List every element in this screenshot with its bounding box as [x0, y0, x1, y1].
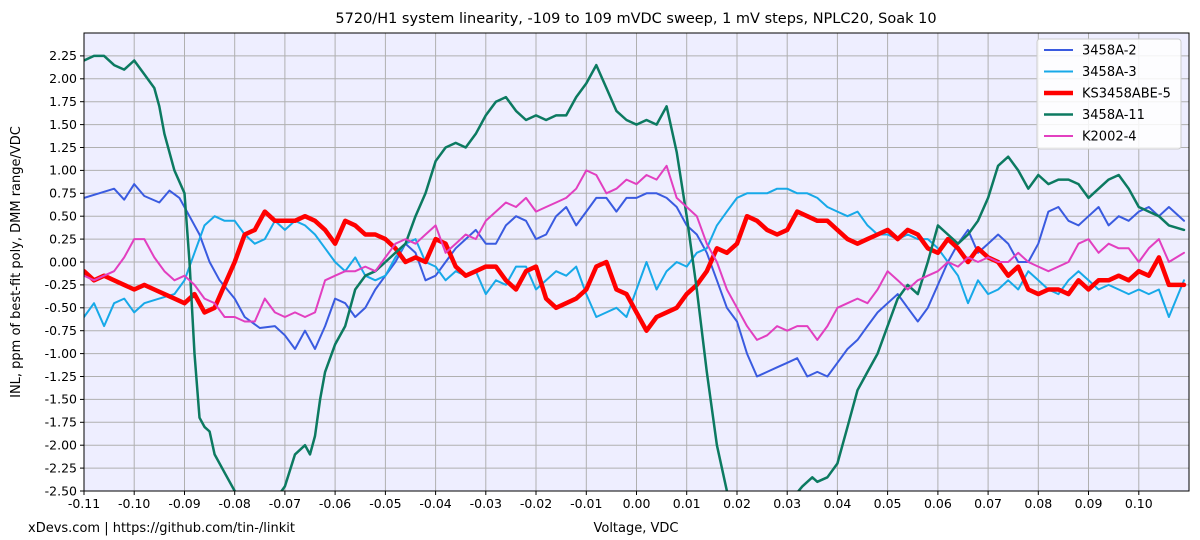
x-tick-label: 0.07 — [974, 496, 1002, 511]
legend-box — [1036, 38, 1182, 150]
x-tick-label: 0.01 — [673, 496, 701, 511]
y-tick-label: -0.50 — [45, 300, 77, 315]
y-tick-label: -0.25 — [45, 277, 77, 292]
x-tick-label: -0.09 — [168, 496, 200, 511]
legend-label: KS3458ABE-5 — [1082, 87, 1171, 102]
y-tick-label: 1.50 — [49, 117, 77, 132]
x-tick-label: -0.07 — [269, 496, 301, 511]
x-tick-label: 0.08 — [1024, 496, 1052, 511]
y-axis-label: INL, ppm of best-fit poly, DMM range/VDC — [9, 126, 24, 398]
series-line-0 — [84, 183, 1185, 378]
chart-title: 5720/H1 system linearity, -109 to 109 mV… — [335, 11, 936, 27]
y-tick-label: 2.25 — [49, 48, 77, 63]
legend-label: K2002-4 — [1082, 130, 1137, 145]
y-tick-label: -2.50 — [45, 483, 77, 498]
legend-label: 3458A-3 — [1082, 65, 1137, 80]
y-tick-label: 1.25 — [49, 140, 77, 155]
x-tick-label: -0.04 — [419, 496, 451, 511]
y-tick-label: 0.00 — [49, 254, 77, 269]
y-tick-label: 0.75 — [49, 186, 77, 201]
x-tick-label: -0.10 — [118, 496, 150, 511]
x-tick-label: 0.00 — [623, 496, 651, 511]
y-tick-label: -1.50 — [45, 392, 77, 407]
x-tick-label: 0.09 — [1075, 496, 1103, 511]
x-tick-label: -0.01 — [570, 496, 602, 511]
x-tick-label: 0.03 — [773, 496, 801, 511]
y-tick-label: 2.00 — [49, 71, 77, 86]
footer-credit: xDevs.com | https://github.com/tin-/link… — [28, 521, 295, 536]
legend-label: 3458A-2 — [1082, 44, 1137, 59]
y-tick-label: 0.25 — [49, 231, 77, 246]
x-tick-label: -0.02 — [520, 496, 552, 511]
y-tick-label: -2.25 — [45, 460, 77, 475]
y-tick-label: 1.00 — [49, 163, 77, 178]
series-lines — [84, 54, 1187, 491]
x-tick-label: 0.05 — [874, 496, 902, 511]
y-tick-label: -1.25 — [45, 369, 77, 384]
y-tick-label: -2.00 — [45, 438, 77, 453]
y-tick-label: 0.50 — [49, 209, 77, 224]
x-tick-label: -0.11 — [68, 496, 100, 511]
x-tick-label: 0.02 — [723, 496, 751, 511]
x-axis-label: Voltage, VDC — [593, 521, 678, 536]
x-tick-label: -0.08 — [219, 496, 251, 511]
legend: 3458A-2 3458A-3 KS3458ABE-5 3458A-11 K2002-4 — [1036, 38, 1182, 150]
x-tick-label: -0.05 — [369, 496, 401, 511]
y-tick-label: -1.75 — [45, 415, 77, 430]
series-line-3 — [84, 54, 1186, 491]
axis-ticks: -0.11 -0.10 -0.09 -0.08 -0.07 -0.06 -0.05 -0.04… — [45, 48, 1153, 511]
legend-label: 3458A-11 — [1082, 108, 1145, 123]
x-tick-label: 0.04 — [823, 496, 851, 511]
y-tick-label: 1.75 — [49, 94, 77, 109]
x-tick-label: -0.06 — [319, 496, 351, 511]
y-tick-label: -1.00 — [45, 346, 77, 361]
series-line-4 — [84, 164, 1185, 341]
y-tick-label: -0.75 — [45, 323, 77, 338]
x-tick-label: -0.03 — [470, 496, 502, 511]
x-tick-label: 0.10 — [1125, 496, 1153, 511]
x-tick-label: 0.06 — [924, 496, 952, 511]
